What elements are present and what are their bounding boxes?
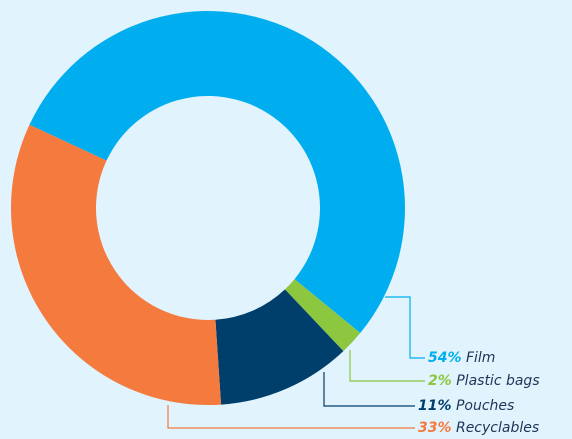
slice-name: Film bbox=[466, 350, 495, 366]
leader-line bbox=[167, 405, 415, 429]
leader-line bbox=[323, 372, 415, 407]
leader-line bbox=[349, 350, 425, 382]
donut-slice bbox=[10, 124, 222, 405]
donut-slice bbox=[215, 289, 344, 405]
slice-label: 33% Recyclables bbox=[418, 420, 539, 436]
slice-name: Recyclables bbox=[456, 420, 539, 436]
slice-percent: 2% bbox=[428, 373, 452, 389]
slice-name: Pouches bbox=[456, 398, 514, 414]
slice-label: 2% Plastic bags bbox=[428, 373, 540, 389]
leader-line bbox=[385, 296, 425, 359]
slice-percent: 11% bbox=[418, 398, 452, 414]
donut-slice bbox=[29, 10, 406, 334]
slice-label: 54% Film bbox=[428, 350, 495, 366]
slice-percent: 54% bbox=[428, 350, 462, 366]
donut-slice bbox=[284, 279, 361, 352]
slice-label: 11% Pouches bbox=[418, 398, 514, 414]
slice-percent: 33% bbox=[418, 420, 452, 436]
slice-name: Plastic bags bbox=[456, 373, 539, 389]
